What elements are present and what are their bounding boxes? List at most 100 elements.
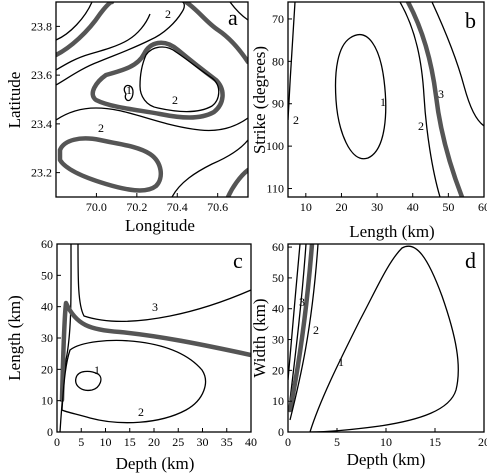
contour-a-thick-top [56,2,115,58]
x-axis-label-d: Depth (km) [347,450,426,469]
contour-c-thin-2 [61,339,207,424]
ticks-b: 10 20 30 40 50 60 70 80 90 100 110 [266,12,487,214]
contour-c-thin-1 [75,370,102,392]
x-tick-label-a-2: 70.4 [167,200,188,214]
y-tick-label-d-4: 40 [272,302,284,316]
plot-frame-a [55,1,249,198]
contour-b-thin-3 [431,2,484,127]
panel-a: 70.0 70.2 70.4 70.6 23.2 23.4 23.6 23.8 1 2 2 2… [5,1,249,235]
y-tick-label-c-2: 20 [41,362,53,376]
x-tick-label-d-3: 15 [429,435,441,449]
contour-c-label-3: 3 [152,300,158,314]
x-tick-label-b-2: 30 [371,200,383,214]
x-tick-label-d-1: 5 [334,435,340,449]
panel-c: 0 5 10 15 20 25 30 35 40 0 10 20 30 40 50 60 1 2 3 c De… [5,237,257,473]
x-tick-label-b-5: 60 [478,200,487,214]
x-axis-label-b: Length (km) [349,222,434,241]
x-tick-label-c-6: 30 [197,435,209,449]
contour-b-inner-1 [334,34,387,160]
x-axis-label-c: Depth (km) [116,454,195,473]
x-tick-label-b-1: 20 [335,200,347,214]
x-axis-label-a: Longitude [125,216,195,235]
y-tick-label-d-2: 20 [272,363,284,377]
y-tick-label-d-5: 50 [272,271,284,285]
plot-frame-b [287,1,485,198]
contour-d-thin-3b [289,244,307,401]
y-tick-label-c-3: 30 [41,331,53,345]
contour-a-thick-bottom [57,136,164,193]
contour-d-thin-2 [289,244,319,421]
y-axis-label-b: Strike (degrees) [250,46,269,154]
ticks-c: 0 5 10 15 20 25 30 35 40 0 10 20 30 40 50 60 [41,237,257,449]
y-tick-label-c-0: 0 [47,425,53,439]
y-tick-label-b-3: 100 [266,139,284,153]
x-tick-label-a-0: 70.0 [86,200,107,214]
contour-a-thin-mid [56,107,248,132]
x-tick-label-c-5: 25 [172,435,184,449]
x-tick-label-c-4: 20 [148,435,160,449]
y-tick-label-c-1: 10 [41,394,53,408]
ticks-d: 0 5 10 15 20 0 10 20 30 40 50 60 [272,240,487,449]
x-tick-label-d-4: 20 [478,435,487,449]
y-axis-label-c: Length (km) [5,295,24,380]
contour-a-thin-ring [139,46,220,113]
y-tick-label-c-5: 50 [41,268,53,282]
contour-a-thin-2 [56,2,185,86]
ticks-a: 70.0 70.2 70.4 70.6 23.2 23.4 23.6 23.8 [31,19,228,214]
panel-letter-a: a [228,5,238,30]
x-tick-label-c-8: 40 [245,435,257,449]
contour-d-thin-3a [288,244,301,381]
y-tick-label-c-6: 60 [41,237,53,251]
y-tick-label-b-1: 80 [272,54,284,68]
x-tick-label-a-3: 70.6 [207,200,228,214]
x-tick-label-c-0: 0 [54,435,60,449]
contour-c-thin-3b [77,244,251,322]
y-tick-label-b-2: 90 [272,97,284,111]
contour-a-label-2b: 2 [98,121,104,135]
y-tick-label-c-4: 40 [41,300,53,314]
contour-a-thick-br [225,167,248,197]
contour-a-label-1: 1 [126,83,132,97]
contour-d-thick [288,244,315,413]
y-tick-label-d-3: 30 [272,333,284,347]
contour-b-thin-2 [399,2,441,197]
x-tick-label-b-0: 10 [300,200,312,214]
contour-d-label-3: 3 [299,295,305,309]
panel-b: 10 20 30 40 50 60 70 80 90 100 110 1 2 2 3 b Lengt… [250,1,487,241]
contour-c-label-2: 2 [138,405,144,419]
contour-b-label-2a: 2 [293,113,299,127]
y-tick-label-b-0: 70 [272,12,284,26]
contour-a-label-2c: 2 [165,7,171,21]
x-tick-label-b-3: 40 [407,200,419,214]
x-tick-label-c-2: 10 [100,435,112,449]
contour-a-thin-br [171,139,248,197]
x-tick-label-c-7: 35 [221,435,233,449]
panel-letter-c: c [233,248,243,273]
x-tick-label-d-2: 10 [380,435,392,449]
contour-c-thick [59,300,251,403]
contour-a-thick-right [183,2,248,65]
contour-b-label-3: 3 [438,87,444,101]
panel-letter-d: d [465,248,476,273]
contour-a-thin-left [56,13,151,71]
contour-b-label-1: 1 [380,95,386,109]
panel-d: 0 5 10 15 20 0 10 20 30 40 50 60 1 2 3 d Depth (km)… [250,240,487,469]
contour-a-thin-1 [56,2,93,41]
y-tick-label-a-1: 23.4 [31,117,52,131]
y-tick-label-d-0: 0 [278,425,284,439]
y-tick-label-a-2: 23.6 [31,68,52,82]
y-tick-label-b-4: 110 [266,182,284,196]
contour-a-thin-1-loop [123,84,134,102]
contour-d-thin-1 [309,245,459,432]
x-tick-label-c-3: 15 [124,435,136,449]
contour-c-label-1: 1 [94,363,100,377]
y-tick-label-a-3: 23.8 [31,19,52,33]
contour-d-label-2: 2 [313,323,319,337]
x-tick-label-d-0: 0 [285,435,291,449]
x-tick-label-b-4: 50 [442,200,454,214]
y-axis-label-a: Latitude [5,72,24,129]
x-tick-label-a-1: 70.2 [126,200,147,214]
y-tick-label-d-1: 10 [272,394,284,408]
y-tick-label-a-0: 23.2 [31,166,52,180]
